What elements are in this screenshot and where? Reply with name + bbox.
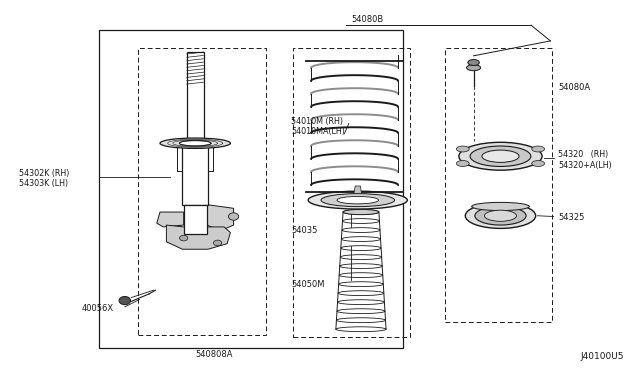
Polygon shape bbox=[166, 225, 230, 249]
Ellipse shape bbox=[475, 206, 526, 225]
Ellipse shape bbox=[119, 296, 131, 305]
Ellipse shape bbox=[321, 193, 395, 206]
Text: 54320   (RH)
54320+A(LH): 54320 (RH) 54320+A(LH) bbox=[558, 150, 612, 170]
Text: 54302K (RH)
54303K (LH): 54302K (RH) 54303K (LH) bbox=[19, 169, 70, 188]
Ellipse shape bbox=[465, 203, 536, 228]
Polygon shape bbox=[354, 186, 362, 193]
Text: J40100U5: J40100U5 bbox=[580, 352, 624, 361]
Text: 540808A: 540808A bbox=[196, 350, 233, 359]
Ellipse shape bbox=[456, 146, 469, 152]
Ellipse shape bbox=[532, 146, 545, 152]
Text: 54080A: 54080A bbox=[558, 83, 590, 92]
Ellipse shape bbox=[459, 142, 542, 170]
Text: 54035: 54035 bbox=[291, 226, 317, 235]
Ellipse shape bbox=[482, 150, 519, 162]
Polygon shape bbox=[182, 141, 208, 205]
Ellipse shape bbox=[456, 161, 469, 166]
Polygon shape bbox=[187, 52, 204, 141]
Polygon shape bbox=[184, 205, 207, 234]
Ellipse shape bbox=[228, 213, 239, 220]
Ellipse shape bbox=[532, 161, 545, 166]
Text: 54080B: 54080B bbox=[352, 15, 384, 24]
Polygon shape bbox=[157, 212, 184, 227]
Text: 54050M: 54050M bbox=[291, 280, 324, 289]
Ellipse shape bbox=[343, 209, 379, 215]
Ellipse shape bbox=[472, 202, 529, 211]
Ellipse shape bbox=[179, 140, 211, 146]
Ellipse shape bbox=[308, 191, 408, 209]
Ellipse shape bbox=[484, 210, 516, 221]
Ellipse shape bbox=[179, 235, 188, 241]
Ellipse shape bbox=[337, 196, 379, 204]
Ellipse shape bbox=[467, 65, 481, 71]
Text: 54325: 54325 bbox=[558, 213, 584, 222]
Ellipse shape bbox=[160, 138, 230, 148]
Ellipse shape bbox=[213, 240, 222, 246]
Ellipse shape bbox=[468, 60, 479, 65]
Text: 40056X: 40056X bbox=[82, 304, 114, 313]
Polygon shape bbox=[207, 205, 234, 231]
Ellipse shape bbox=[470, 146, 531, 167]
Text: 54010M (RH)
54010MA(LH): 54010M (RH) 54010MA(LH) bbox=[291, 117, 345, 136]
